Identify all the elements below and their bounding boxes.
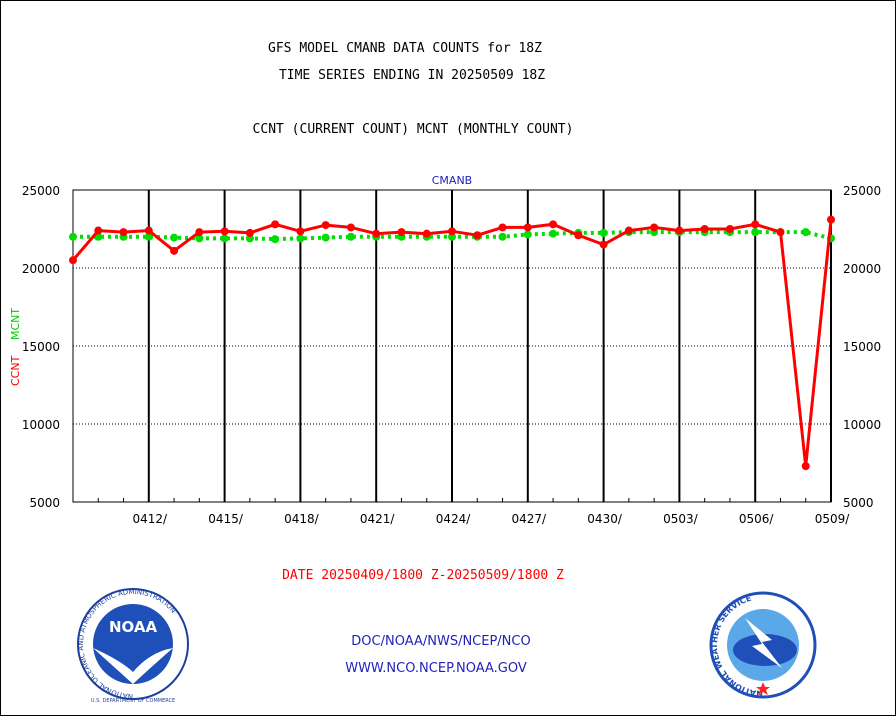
x-tick-label: 0430/: [587, 512, 623, 526]
data-point-ccnt: [498, 223, 507, 232]
data-point-mcnt: [144, 232, 153, 241]
data-point-ccnt: [776, 228, 785, 237]
data-point-ccnt: [69, 256, 77, 265]
data-point-ccnt: [751, 220, 760, 229]
x-tick-label: 0415/: [208, 512, 244, 526]
data-point-mcnt: [321, 233, 330, 242]
data-point-ccnt: [119, 228, 128, 237]
y-tick-label-right: 5000: [843, 496, 874, 510]
x-tick-label: 0421/: [360, 512, 396, 526]
y-ticks-right: 5000 10000 15000 20000 25000: [843, 184, 881, 510]
data-point-ccnt: [220, 227, 229, 236]
data-point-mcnt: [296, 234, 305, 243]
data-point-mcnt: [170, 233, 179, 242]
data-point-ccnt: [195, 228, 204, 237]
data-point-ccnt: [675, 226, 684, 235]
x-tick-label: 0418/: [284, 512, 320, 526]
data-point-mcnt: [195, 234, 204, 243]
data-point-ccnt: [574, 231, 583, 240]
data-point-ccnt: [523, 223, 532, 232]
noaa-logo: NATIONAL OCEANIC AND ATMOSPHERIC ADMINIS…: [77, 588, 189, 704]
y-tick-label-right: 10000: [843, 418, 881, 432]
data-point-ccnt: [245, 228, 254, 237]
y-tick-label-left: 5000: [29, 496, 60, 510]
y-tick-label-right: 20000: [843, 262, 881, 276]
data-point-mcnt: [801, 228, 810, 237]
data-point-ccnt: [94, 226, 103, 235]
series-layer: [69, 215, 835, 471]
data-point-mcnt: [549, 229, 558, 238]
y-tick-label-left: 25000: [22, 184, 60, 198]
footer-line2: WWW.NCO.NCEP.NOAA.GOV: [345, 661, 527, 676]
data-point-mcnt: [599, 228, 608, 237]
data-point-ccnt: [473, 231, 482, 240]
data-point-ccnt: [624, 226, 633, 235]
data-point-mcnt: [69, 232, 77, 241]
x-ticks: 0412/0415/0418/0421/0424/0427/0430/0503/…: [133, 512, 851, 526]
chart-title: GFS MODEL CMANB DATA COUNTS for 18Z: [268, 41, 542, 56]
data-point-ccnt: [549, 220, 558, 229]
data-point-ccnt: [422, 229, 431, 238]
data-point-ccnt: [271, 220, 280, 229]
y-tick-label-left: 20000: [22, 262, 60, 276]
data-point-ccnt: [827, 215, 835, 224]
data-point-ccnt: [170, 246, 179, 255]
star-icon: [756, 682, 770, 695]
y-tick-label-right: 25000: [843, 184, 881, 198]
series-caption: CCNT (CURRENT COUNT) MCNT (MONTHLY COUNT…: [253, 122, 574, 137]
panel-label: CMANB: [432, 174, 472, 187]
footer-line1: DOC/NOAA/NWS/NCEP/NCO: [351, 634, 530, 649]
noaa-wordmark: NOAA: [109, 618, 158, 636]
y-tick-label-left: 15000: [22, 340, 60, 354]
x-tick-label: 0427/: [512, 512, 548, 526]
data-point-mcnt: [523, 230, 532, 239]
data-point-ccnt: [296, 227, 305, 236]
noaa-bottom-text: U.S. DEPARTMENT OF COMMERCE: [91, 698, 175, 704]
ylabel-mcnt: MCNT: [9, 308, 22, 340]
y-ticks-left: 5000 10000 15000 20000 25000: [22, 184, 60, 510]
y-tick-label-left: 10000: [22, 418, 60, 432]
ylabel-ccnt: CCNT: [9, 355, 22, 386]
x-tick-label: 0509/: [815, 512, 851, 526]
data-point-ccnt: [725, 225, 734, 233]
chart-subtitle: TIME SERIES ENDING IN 20250509 18Z: [279, 68, 545, 83]
data-point-ccnt: [650, 223, 659, 232]
x-tick-label: 0503/: [663, 512, 699, 526]
data-point-mcnt: [498, 232, 507, 241]
data-point-ccnt: [346, 223, 355, 232]
x-tick-label: 0424/: [436, 512, 472, 526]
data-point-ccnt: [448, 227, 456, 236]
data-point-ccnt: [372, 229, 381, 238]
data-point-ccnt: [397, 228, 406, 237]
x-tick-label: 0412/: [133, 512, 169, 526]
x-axis-label: DATE 20250409/1800 Z-20250509/1800 Z: [282, 568, 564, 583]
y-tick-label-right: 15000: [843, 340, 881, 354]
data-point-ccnt: [599, 240, 608, 249]
data-point-mcnt: [346, 232, 355, 241]
nws-logo: NATIONAL WEATHER SERVICE: [709, 591, 817, 699]
data-point-ccnt: [700, 225, 709, 233]
x-tick-label: 0506/: [739, 512, 775, 526]
data-point-mcnt: [751, 228, 760, 237]
data-point-mcnt: [220, 234, 229, 243]
data-point-mcnt: [271, 235, 280, 244]
data-point-ccnt: [801, 462, 810, 471]
data-point-ccnt: [144, 226, 153, 235]
data-point-ccnt: [321, 221, 330, 230]
